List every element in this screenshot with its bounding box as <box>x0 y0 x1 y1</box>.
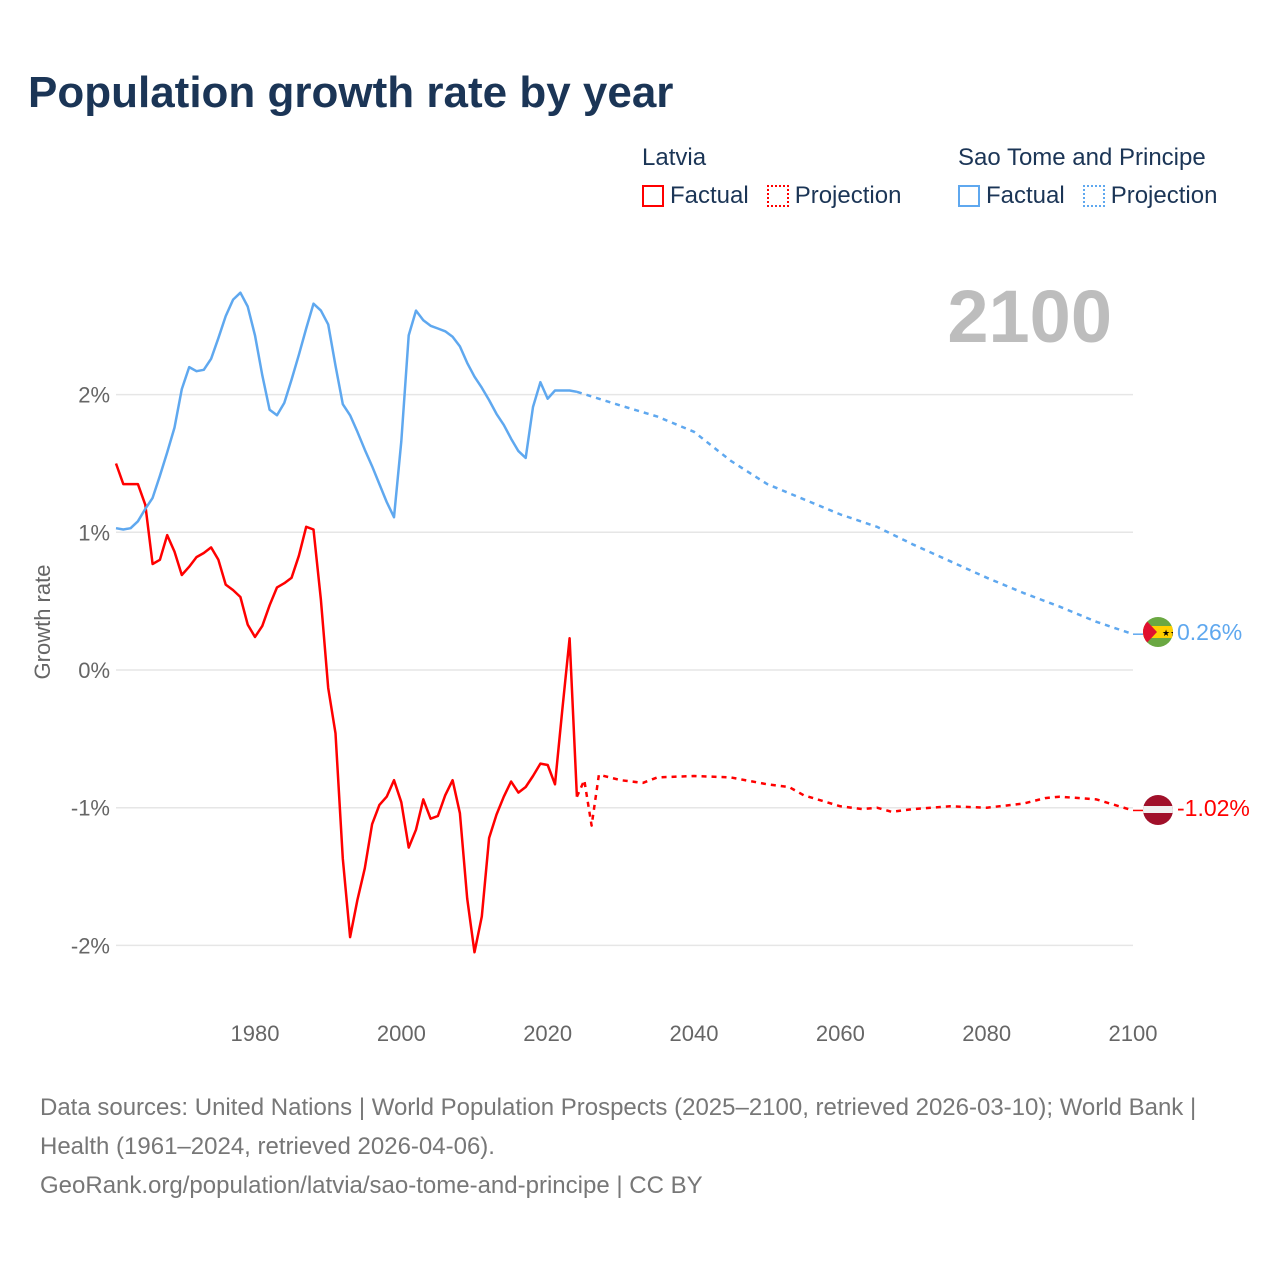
latvia-factual-line <box>114 463 579 954</box>
y-tick-label: -1% <box>71 796 110 821</box>
legend-label: Factual <box>670 182 749 209</box>
legend-swatch-dotted <box>1082 185 1105 207</box>
sao-tome-and-principe-projection-line <box>576 390 1134 636</box>
y-tick-label: -2% <box>71 933 110 958</box>
legend-swatch-solid <box>958 185 980 207</box>
y-axis-label: Growth rate <box>30 565 55 680</box>
svg-text:★★: ★★ <box>1162 628 1178 638</box>
legend-sao-tome-factual[interactable]: Factual <box>958 182 1065 210</box>
legend-latvia: Latvia Factual Projection <box>642 144 901 210</box>
page-title: Population growth rate by year <box>28 68 674 117</box>
year-label: 2100 <box>947 275 1112 358</box>
x-tick-label: 2080 <box>962 1021 1011 1046</box>
sao-tome-and-principe-factual-line <box>115 291 578 531</box>
legend-swatch-solid <box>642 185 664 207</box>
legend-group-name: Sao Tome and Principe <box>958 144 1206 171</box>
latvia-flag-icon <box>1143 795 1173 825</box>
latvia-projection-line <box>575 773 1134 827</box>
sao-tome-and-principe-flag-icon: ★★ <box>1143 617 1178 647</box>
legend-group-name: Latvia <box>642 144 707 171</box>
x-tick-label: 2060 <box>816 1021 865 1046</box>
legend-label: Projection <box>1110 182 1218 209</box>
legend-swatch-dotted <box>766 185 789 207</box>
y-tick-label: 1% <box>78 520 110 545</box>
sao-tome-end-label: 0.26% <box>1177 619 1242 645</box>
source-link[interactable]: GeoRank.org/population/latvia/sao-tome-a… <box>40 1172 703 1199</box>
legend-latvia-factual[interactable]: Factual <box>642 182 749 210</box>
x-tick-label: 2100 <box>1109 1021 1158 1046</box>
y-tick-label: 0% <box>78 658 110 683</box>
x-tick-label: 2040 <box>670 1021 719 1046</box>
latvia-end-label: -1.02% <box>1177 795 1250 821</box>
data-sources: Data sources: United Nations | World Pop… <box>40 1094 1197 1160</box>
chart: 2% 1% 0% -1% -2% 1980 2000 2020 2040 2060 2080 2100… <box>30 275 1250 1046</box>
legend-label: Projection <box>794 182 902 209</box>
footer: Data sources: United Nations | World Pop… <box>40 1088 1240 1205</box>
legend-sao-tome: Sao Tome and Principe Factual Projection <box>958 144 1217 210</box>
legend-label: Factual <box>986 182 1065 209</box>
x-tick-label: 2000 <box>377 1021 426 1046</box>
legend-sao-tome-projection[interactable]: Projection <box>1082 182 1218 210</box>
x-tick-label: 1980 <box>231 1021 280 1046</box>
legend-latvia-projection[interactable]: Projection <box>766 182 902 210</box>
y-tick-label: 2% <box>78 383 110 408</box>
x-tick-label: 2020 <box>523 1021 572 1046</box>
